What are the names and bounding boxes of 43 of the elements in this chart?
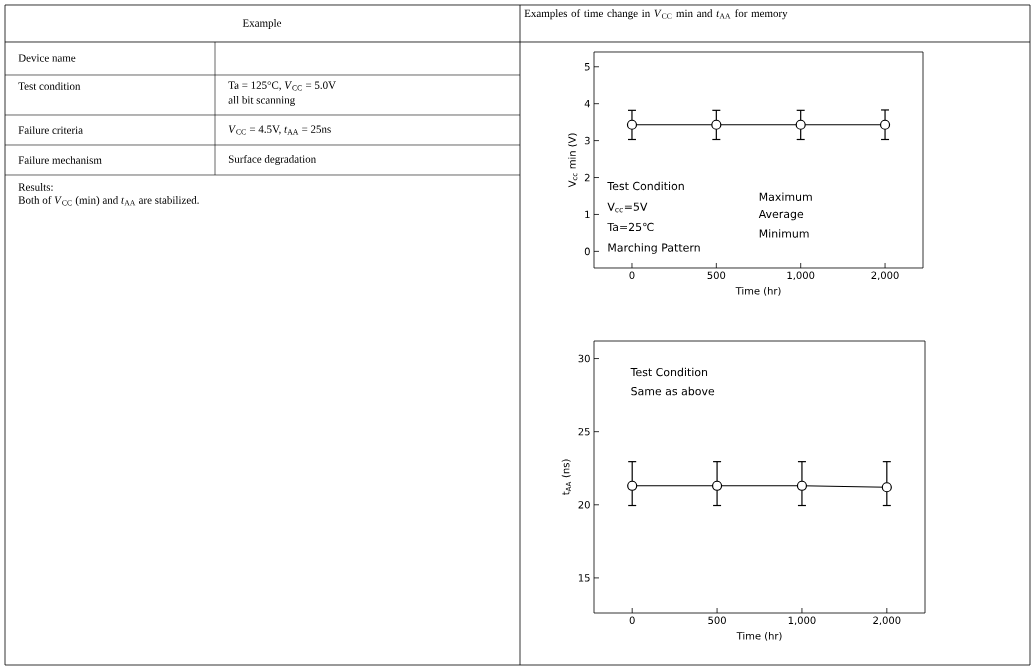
y-tick-label: 2 (584, 173, 590, 182)
x-tick-label: 500 (708, 616, 726, 625)
text: Test condition (18, 82, 81, 90)
annotation: Test Condition (630, 367, 708, 377)
chart-title: Examples of time change in V$_{CC}$ min and t$_{AA}$ for memory (524, 9, 788, 20)
text: Ta = 125°C, V$_{CC}$ = 5.0V (228, 81, 336, 91)
text: Failure criteria (18, 126, 83, 134)
y-tick-label: 0 (584, 247, 590, 256)
x-axis-title: Time (hr) (735, 286, 781, 296)
x-tick-label: 0 (629, 616, 635, 625)
y-tick-label: 25 (578, 427, 590, 436)
annotation: Maximum (759, 192, 812, 201)
y-tick-label: 4 (584, 100, 590, 108)
y-tick-label: 5 (584, 63, 590, 71)
text: Example (242, 19, 282, 29)
x-tick-label: 0 (629, 271, 635, 280)
text: Failure mechanism (18, 156, 102, 164)
annotation: V$_{cc}$=5V (607, 202, 648, 213)
x-axis-title: Time (hr) (736, 631, 782, 641)
annotation: Ta=25℃ (607, 222, 654, 232)
x-tick-label: 2,000 (871, 271, 899, 281)
text: V$_{CC}$ = 4.5V, t$_{AA}$ = 25ns (228, 125, 331, 135)
y-tick-label: 30 (578, 354, 590, 363)
y-tick-label: 15 (578, 574, 590, 582)
annotation: Test Condition (607, 181, 684, 191)
annotation: Average (758, 209, 804, 221)
text: Surface degradation (228, 154, 316, 166)
annotation: Same as above (631, 386, 715, 396)
annotation: Marching Pattern (608, 243, 700, 254)
y-tick-label: 3 (584, 136, 590, 145)
x-tick-label: 2,000 (873, 616, 901, 626)
x-tick-label: 500 (707, 271, 726, 280)
x-tick-label: 1,000 (787, 271, 815, 281)
y-axis-title: V$_{cc}$ min (V) (568, 133, 578, 188)
y-axis-title: t$_{AA}$ (ns) (561, 459, 571, 496)
annotation: Minimum (759, 229, 809, 238)
y-tick-label: 20 (578, 501, 590, 509)
text: Device name (18, 54, 76, 62)
y-tick-label: 1 (585, 210, 590, 219)
text: Both of V$_{CC}$ (min) and t$_{AA}$ are stabilized. (18, 195, 199, 207)
x-tick-label: 1,000 (788, 616, 816, 626)
text: all bit scanning (228, 96, 295, 106)
text: Results: (18, 183, 53, 191)
